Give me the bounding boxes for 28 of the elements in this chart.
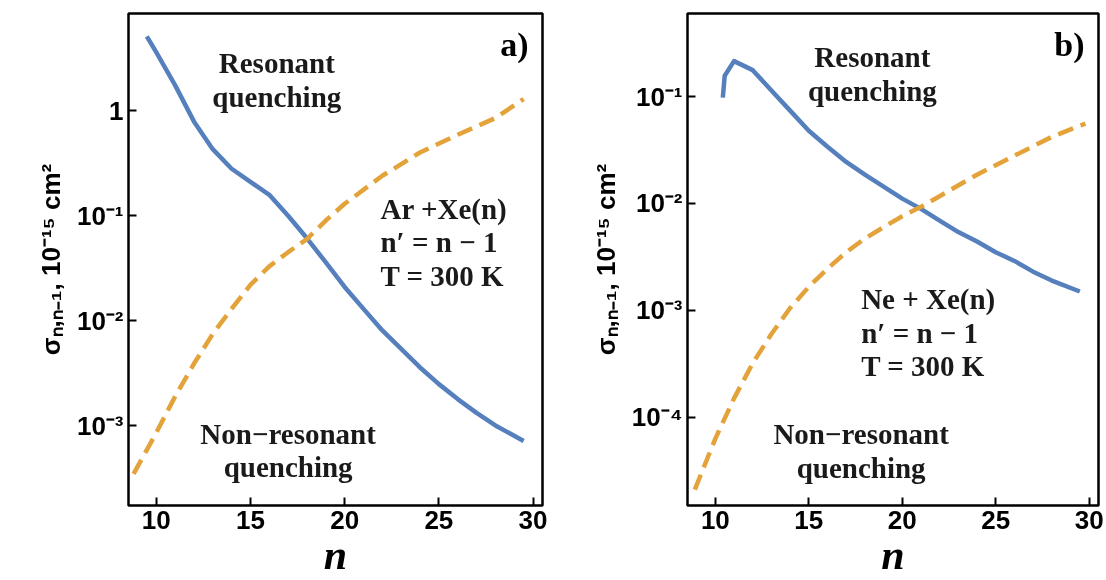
annotation: Non−resonant quenching xyxy=(200,417,377,484)
annotation: Non−resonant quenching xyxy=(773,418,950,484)
y-axis-title: σₙ,ₙ₋₁, 10⁻¹⁵ cm² xyxy=(35,163,66,356)
x-tick-label: 15 xyxy=(794,504,824,535)
y-tick-label: 10⁻¹ xyxy=(76,200,124,231)
annotation: Ar +Xe(n) n′ = n − 1 T = 300 K xyxy=(380,192,507,293)
y-tick-label: 10⁻² xyxy=(635,188,683,219)
annotation: Ne + Xe(n) n′ = n − 1 T = 300 K xyxy=(861,283,996,383)
y-tick-label: 10⁻⁴ xyxy=(631,402,683,433)
x-tick-label: 10 xyxy=(700,504,730,535)
chart-title: a) xyxy=(500,25,529,64)
annotation: Resonant quenching xyxy=(212,47,342,113)
y-tick-label: 10⁻² xyxy=(76,305,124,336)
line-series xyxy=(144,34,526,444)
x-tick-label: 30 xyxy=(1074,504,1104,535)
y-axis-title: σₙ,ₙ₋₁, 10⁻¹⁵ cm² xyxy=(590,163,621,356)
x-tick-label: 25 xyxy=(424,504,454,535)
annotation: Resonant quenching xyxy=(807,41,938,107)
chart-title: b) xyxy=(1054,25,1085,64)
line-series xyxy=(692,121,1088,492)
y-tick-label: 10⁻³ xyxy=(635,295,683,326)
y-tick-label: 10⁻³ xyxy=(76,410,124,441)
x-tick-label: 10 xyxy=(141,504,171,535)
x-tick-label: 30 xyxy=(518,504,548,535)
x-tick-label: 25 xyxy=(981,504,1011,535)
x-tick-label: 15 xyxy=(235,504,265,535)
y-tick-label: 1 xyxy=(109,95,124,126)
y-tick-label: 10⁻¹ xyxy=(635,81,683,112)
